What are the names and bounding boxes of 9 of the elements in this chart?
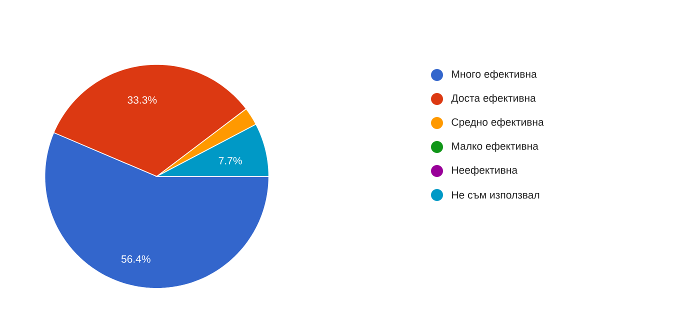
data-label: 56.4% bbox=[121, 255, 150, 263]
data-label: 33.3% bbox=[128, 96, 157, 104]
legend-label: Много ефективна bbox=[452, 70, 537, 80]
legend-label: Малко ефективна bbox=[452, 142, 538, 152]
legend-label: Доста ефективна bbox=[451, 94, 536, 104]
data-label: 7.7% bbox=[218, 157, 242, 164]
legend-label: Не съм използвал bbox=[452, 191, 540, 199]
legend-label: Средно ефективна bbox=[452, 118, 544, 128]
legend-label: Неефективна bbox=[452, 166, 518, 176]
